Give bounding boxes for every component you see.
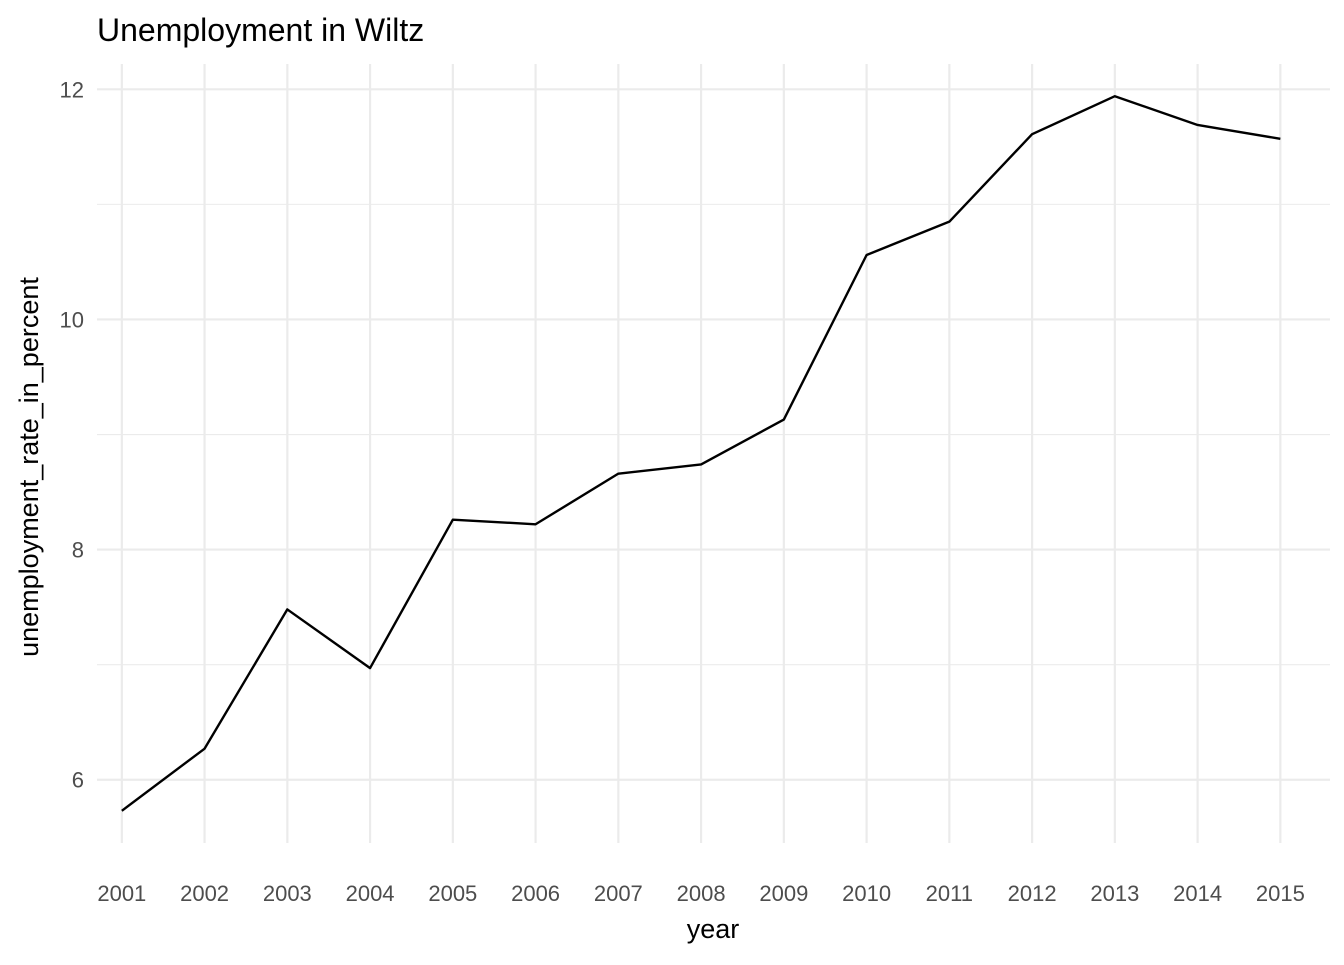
series-line <box>121 95 1281 812</box>
grid-lines <box>97 64 1330 843</box>
series-layer <box>121 95 1281 812</box>
x-tick-label: 2015 <box>1256 881 1305 906</box>
y-tick-label: 10 <box>60 307 84 332</box>
y-tick-label: 8 <box>72 538 84 563</box>
y-tick-label: 6 <box>72 768 84 793</box>
x-tick-label: 2003 <box>263 881 312 906</box>
x-tick-label: 2008 <box>677 881 726 906</box>
x-tick-label: 2001 <box>97 881 146 906</box>
x-tick-label: 2010 <box>842 881 891 906</box>
y-tick-label: 12 <box>60 77 84 102</box>
x-tick-label: 2009 <box>759 881 808 906</box>
y-axis-title: unemployment_rate_in_percent <box>14 277 44 657</box>
x-tick-label: 2012 <box>1008 881 1057 906</box>
x-tick-label: 2006 <box>511 881 560 906</box>
x-axis-tick-labels: 2001 2002 2003 2004 2005 2006 2007 2008 2009 2010… <box>97 881 1304 906</box>
x-axis-title: year <box>687 914 740 944</box>
x-tick-label: 2014 <box>1173 881 1222 906</box>
chart-title: Unemployment in Wiltz <box>97 12 424 48</box>
y-axis-tick-labels: 6 8 10 12 <box>60 77 84 792</box>
x-tick-label: 2005 <box>428 881 477 906</box>
x-tick-label: 2013 <box>1090 881 1139 906</box>
x-tick-label: 2004 <box>346 881 395 906</box>
x-tick-label: 2011 <box>926 881 973 906</box>
x-tick-label: 2007 <box>594 881 643 906</box>
x-tick-label: 2002 <box>180 881 229 906</box>
